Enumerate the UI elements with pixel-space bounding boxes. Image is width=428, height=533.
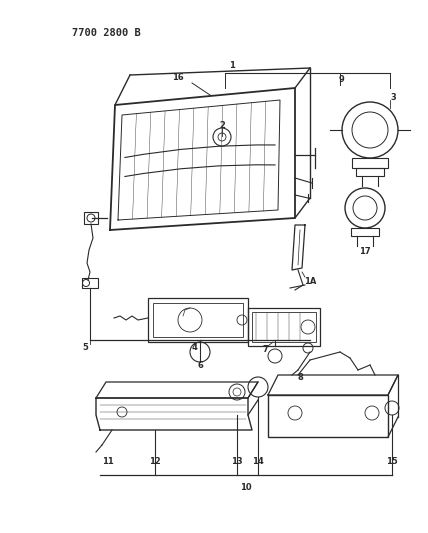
Text: 17: 17 [359,247,371,256]
Bar [82,278,98,288]
Text: 15: 15 [386,457,398,466]
Bar [352,158,388,168]
Text: 8: 8 [297,374,303,383]
Text: 5: 5 [82,343,88,352]
Bar [84,212,98,224]
Bar [252,312,316,342]
Text: 16: 16 [172,74,184,83]
Text: 12: 12 [149,457,161,466]
Text: 11: 11 [102,457,114,466]
Text: 1A: 1A [304,278,316,287]
Bar [148,298,248,342]
Bar [351,228,379,236]
Text: 14: 14 [252,457,264,466]
Text: 13: 13 [231,457,243,466]
Text: 7700 2800 B: 7700 2800 B [72,28,141,38]
Bar [268,395,388,437]
Bar [248,308,320,346]
Text: 9: 9 [339,76,345,85]
Text: 4: 4 [192,343,198,352]
Text: 10: 10 [240,483,252,492]
Text: 6: 6 [197,360,203,369]
Bar [153,303,243,337]
Text: 7: 7 [262,345,268,354]
Text: 3: 3 [390,93,396,101]
Bar [356,168,384,176]
Text: 1: 1 [229,61,235,69]
Text: 2: 2 [219,120,225,130]
